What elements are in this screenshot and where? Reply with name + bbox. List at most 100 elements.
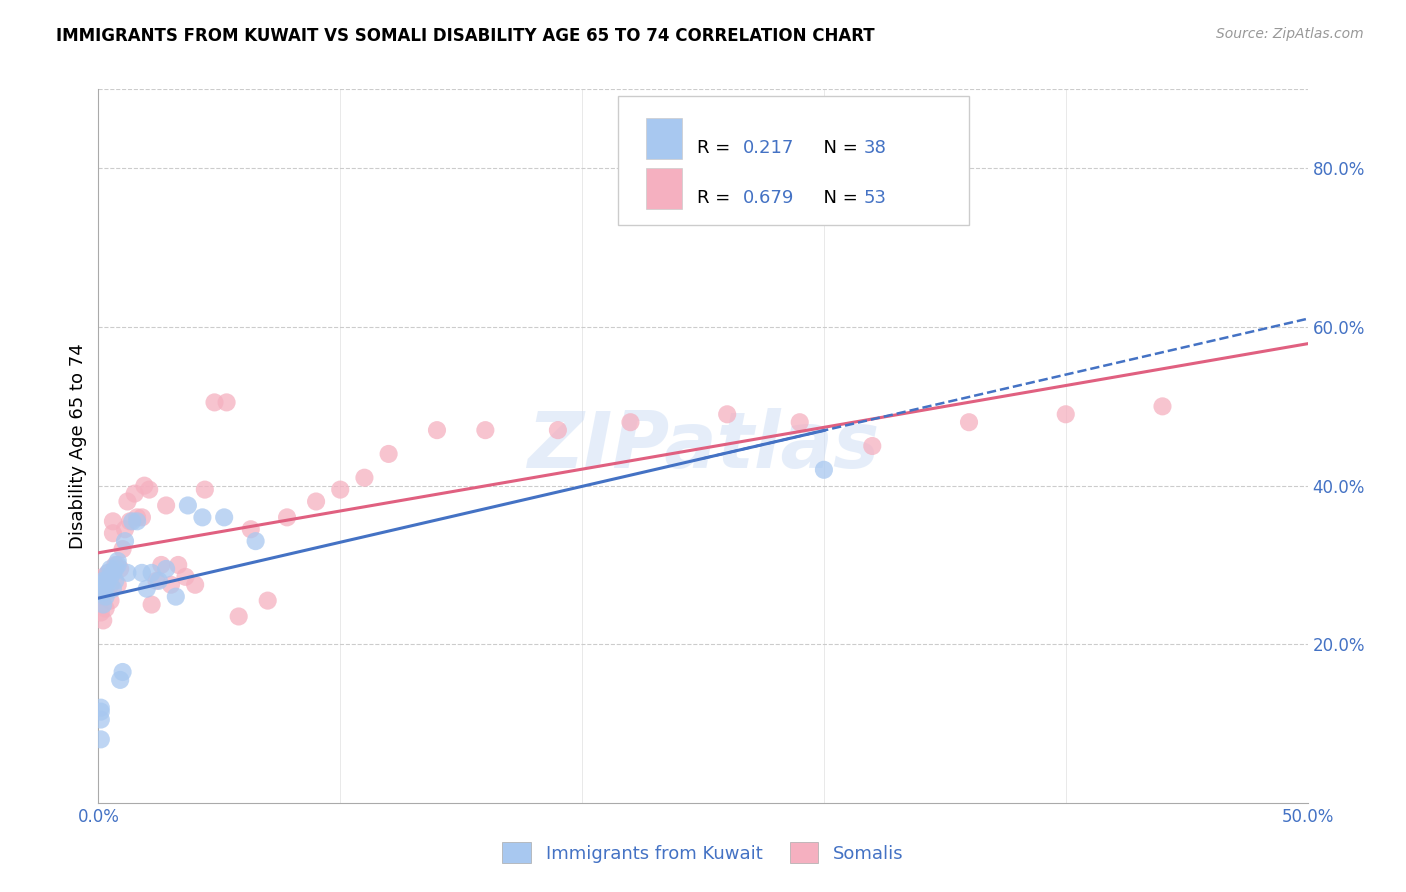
Point <box>789 415 811 429</box>
Point <box>619 415 641 429</box>
Point <box>97 574 120 588</box>
Point <box>138 483 160 497</box>
Point <box>191 510 214 524</box>
Point <box>101 514 124 528</box>
Point <box>90 590 112 604</box>
Point <box>100 570 122 584</box>
Point <box>100 578 122 592</box>
Point <box>97 566 120 580</box>
Point <box>94 574 117 588</box>
Point <box>860 439 883 453</box>
Point <box>145 574 167 588</box>
Point <box>305 494 328 508</box>
Point <box>134 478 156 492</box>
Point <box>91 585 114 599</box>
Point <box>150 558 173 572</box>
Point <box>101 526 124 541</box>
Point <box>212 510 235 524</box>
Text: N =: N = <box>811 189 863 207</box>
Point <box>353 471 375 485</box>
Point <box>97 566 120 580</box>
Point <box>104 558 127 572</box>
Point <box>90 705 112 719</box>
Point <box>141 598 163 612</box>
Point <box>194 483 217 497</box>
Text: 0.217: 0.217 <box>742 139 794 157</box>
Point <box>276 510 298 524</box>
Text: R =: R = <box>697 189 735 207</box>
Point <box>174 570 197 584</box>
Point <box>204 395 226 409</box>
Point <box>215 395 238 409</box>
Point <box>94 590 117 604</box>
Text: N =: N = <box>811 139 863 157</box>
Point <box>104 574 127 588</box>
Point <box>124 486 146 500</box>
Point <box>107 558 129 572</box>
Text: 0.679: 0.679 <box>742 189 794 207</box>
Text: Source: ZipAtlas.com: Source: ZipAtlas.com <box>1216 27 1364 41</box>
Point <box>108 562 131 576</box>
Legend: Immigrants from Kuwait, Somalis: Immigrants from Kuwait, Somalis <box>494 833 912 872</box>
Point <box>90 700 112 714</box>
Point <box>377 447 399 461</box>
Point <box>114 534 136 549</box>
Point <box>131 510 153 524</box>
Point <box>239 522 262 536</box>
Point <box>1054 407 1077 421</box>
Point <box>135 582 157 596</box>
Point <box>90 732 112 747</box>
Point <box>100 562 122 576</box>
Point <box>131 566 153 580</box>
Point <box>141 566 163 580</box>
Point <box>165 590 187 604</box>
Point <box>91 570 114 584</box>
Point <box>111 542 134 557</box>
Point <box>91 614 114 628</box>
Point <box>101 582 124 596</box>
Point <box>957 415 980 429</box>
Point <box>426 423 449 437</box>
Point <box>91 574 114 588</box>
Point <box>94 585 117 599</box>
Point <box>117 566 139 580</box>
FancyBboxPatch shape <box>619 96 969 225</box>
Point <box>1152 400 1174 414</box>
Point <box>94 601 117 615</box>
Point <box>91 598 114 612</box>
Point <box>813 463 835 477</box>
Point <box>547 423 569 437</box>
Point <box>101 566 124 580</box>
Point <box>167 558 190 572</box>
FancyBboxPatch shape <box>647 118 682 159</box>
Point <box>94 582 117 596</box>
Point <box>155 562 177 576</box>
Text: IMMIGRANTS FROM KUWAIT VS SOMALI DISABILITY AGE 65 TO 74 CORRELATION CHART: IMMIGRANTS FROM KUWAIT VS SOMALI DISABIL… <box>56 27 875 45</box>
Point <box>107 578 129 592</box>
Point <box>228 609 250 624</box>
Point <box>90 606 112 620</box>
Point <box>127 514 149 528</box>
Point <box>245 534 267 549</box>
Point <box>121 514 143 528</box>
Text: 53: 53 <box>863 189 887 207</box>
Text: 38: 38 <box>863 139 887 157</box>
Point <box>107 554 129 568</box>
Point <box>114 522 136 536</box>
Point <box>127 510 149 524</box>
Point <box>100 593 122 607</box>
Point <box>474 423 496 437</box>
FancyBboxPatch shape <box>647 168 682 209</box>
Point <box>91 578 114 592</box>
Point <box>155 499 177 513</box>
Point <box>111 665 134 679</box>
Point <box>117 494 139 508</box>
Point <box>104 562 127 576</box>
Point <box>108 673 131 687</box>
Text: ZIPatlas: ZIPatlas <box>527 408 879 484</box>
Point <box>256 593 278 607</box>
Y-axis label: Disability Age 65 to 74: Disability Age 65 to 74 <box>69 343 87 549</box>
Point <box>90 713 112 727</box>
Point <box>177 499 200 513</box>
Point <box>118 514 141 528</box>
